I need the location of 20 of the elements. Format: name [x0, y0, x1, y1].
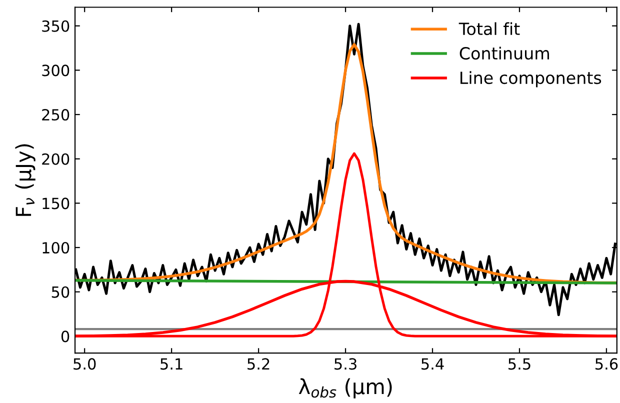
- legend-label: Line components: [460, 71, 602, 88]
- x-tick-label: 5.0: [74, 358, 96, 370]
- y-tick-label: 300: [42, 64, 70, 76]
- y-tick-label: 350: [42, 20, 70, 32]
- x-tick-label: 5.3: [334, 358, 356, 370]
- y-tick-label: 50: [52, 286, 70, 298]
- y-tick-label: 0: [61, 330, 70, 342]
- x-tick-label: 5.6: [595, 358, 618, 370]
- y-tick-label: 200: [42, 153, 70, 165]
- x-tick-label: 5.4: [422, 358, 444, 370]
- x-axis-title: λ$_{obs}$ (μm): [298, 378, 392, 398]
- x-tick-label: 5.5: [508, 358, 530, 370]
- y-tick-label: 100: [42, 242, 70, 254]
- legend-label: Total fit: [458, 22, 520, 36]
- x-tick-label: 5.2: [248, 358, 270, 370]
- y-axis-title: F$_{ν}$ (μJy): [15, 144, 36, 216]
- legend-label: Continuum: [460, 46, 549, 60]
- y-tick-label: 150: [42, 198, 70, 210]
- x-tick-label: 5.1: [160, 358, 182, 370]
- y-tick-label: 250: [42, 109, 70, 121]
